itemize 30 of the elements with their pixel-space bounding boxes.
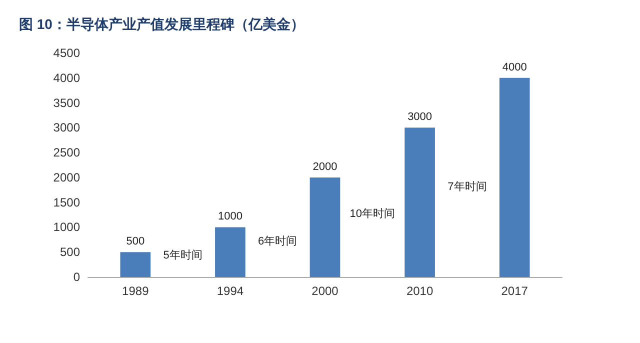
y-tick-label: 2000 xyxy=(53,170,80,184)
annotation: 5年时间 xyxy=(163,248,202,262)
y-tick-label: 1000 xyxy=(53,220,80,234)
x-tick-label: 2000 xyxy=(312,284,339,298)
data-label: 1000 xyxy=(218,210,242,223)
y-tick-label: 2500 xyxy=(53,146,80,160)
y-tick-label: 3000 xyxy=(53,120,80,135)
y-tick-label: 4000 xyxy=(53,70,80,85)
x-tick-label: 2010 xyxy=(406,284,434,298)
data-label: 2000 xyxy=(312,160,338,173)
bar xyxy=(215,227,246,277)
x-tick-label: 2017 xyxy=(501,284,528,298)
y-tick-label: 3500 xyxy=(53,96,80,110)
data-label: 3000 xyxy=(408,111,432,124)
bar xyxy=(310,177,340,277)
data-label: 4000 xyxy=(502,61,527,74)
bar xyxy=(499,78,530,277)
x-tick-label: 1994 xyxy=(216,284,244,298)
y-tick-label: 4500 xyxy=(53,46,80,60)
y-tick-label: 1500 xyxy=(53,195,80,210)
y-tick-label: 500 xyxy=(60,245,80,260)
annotation: 6年时间 xyxy=(258,234,298,248)
y-tick-label: 0 xyxy=(73,270,80,284)
bar xyxy=(404,128,435,277)
x-tick-label: 1989 xyxy=(122,284,150,298)
annotation: 7年时间 xyxy=(448,180,487,193)
annotation: 10年时间 xyxy=(350,207,396,220)
bar xyxy=(120,252,151,277)
data-label: 500 xyxy=(126,236,145,248)
chart-title: 图 10：半导体产业产值发展里程碑（亿美金） xyxy=(19,16,304,32)
